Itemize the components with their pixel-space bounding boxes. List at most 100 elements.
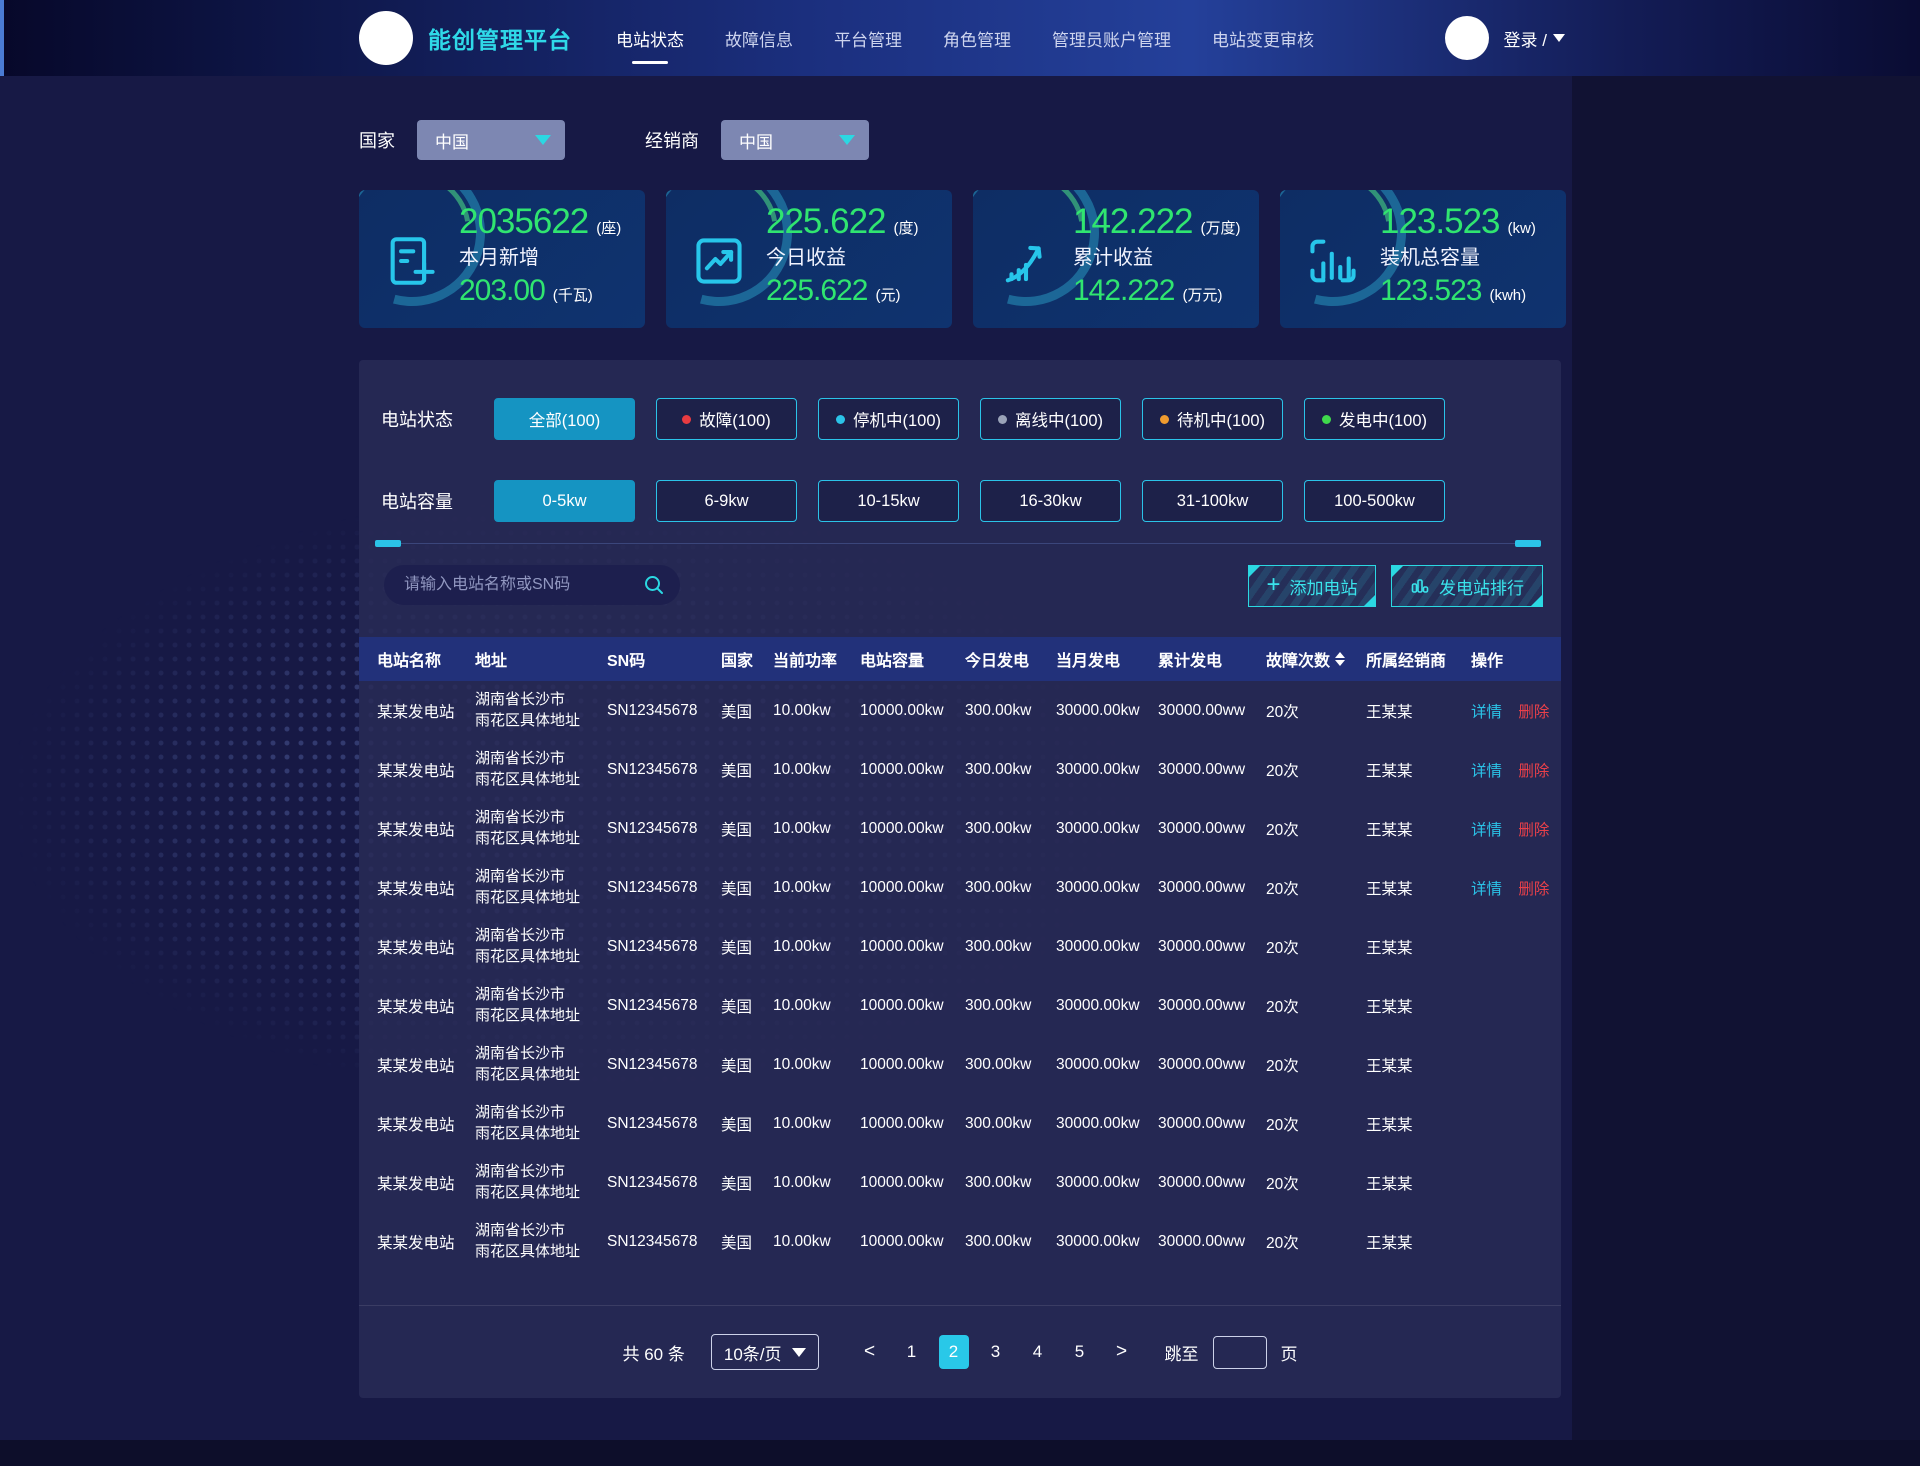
cell-total-generation: 30000.00ww [1158,819,1246,837]
navbar: 能创管理平台 电站状态 故障信息 平台管理 角色管理 管理员账户管理 电站变更审核 登录 … [0,0,1920,76]
capacity-filter-option[interactable]: 6-9kw [656,480,797,522]
detail-link[interactable]: 详情 [1471,762,1503,780]
cell-sn: SN12345678 [607,996,698,1014]
table-row: 某某发电站 湖南省长沙市 雨花区具体地址 SN12345678 美国 10.00… [359,917,1561,976]
status-filter-option[interactable]: 离线中(100) [980,398,1121,440]
status-filter-option[interactable]: 停机中(100) [818,398,959,440]
detail-link[interactable]: 详情 [1471,821,1503,839]
status-dot-icon [1159,414,1169,424]
page-number[interactable]: 4 [1032,1342,1043,1361]
cell-month-generation: 30000.00kw [1056,819,1140,837]
dealer-select[interactable]: 中国 [721,120,869,160]
search-input[interactable] [384,565,680,605]
cell-dealer: 王某某 [1366,1234,1413,1252]
cell-dealer: 王某某 [1366,821,1413,839]
country-select[interactable]: 中国 [417,120,565,160]
card-label: 今日收益 [766,247,846,269]
cell-capacity: 10000.00kw [860,1114,944,1132]
cell-dealer: 王某某 [1366,939,1413,957]
pagination-divider [359,1305,1561,1306]
table-header-cell[interactable]: 当月发电 [1056,653,1121,670]
cell-station-name: 某某发电站 [377,1175,455,1193]
jump-input[interactable] [1212,1335,1267,1369]
cell-month-generation: 30000.00kw [1056,878,1140,896]
cell-fault-count: 20次 [1266,1057,1299,1075]
status-filter-option[interactable]: 发电中(100) [1304,398,1445,440]
login-avatar[interactable] [1444,16,1489,60]
nav-item[interactable]: 角色管理 [943,30,1011,50]
capacity-filter-label: 电站容量 [381,492,453,512]
stat-card-today-income: 225.622 (度) 今日收益 225.622 (元) [666,190,952,328]
capacity-filter-option[interactable]: 10-15kw [818,480,959,522]
capacity-filter-option[interactable]: 31-100kw [1142,480,1283,522]
cell-month-generation: 30000.00kw [1056,1114,1140,1132]
nav-item[interactable]: 电站变更审核 [1212,30,1314,50]
table-header-cell[interactable]: 国家 [721,653,754,670]
status-filter-option[interactable]: 待机中(100) [1142,398,1283,440]
cell-today-generation: 300.00kw [965,760,1032,778]
cell-address: 湖南省长沙市 雨花区具体地址 [475,1045,581,1083]
cell-station-name: 某某发电站 [377,762,455,780]
nav-item[interactable]: 管理员账户管理 [1052,30,1171,50]
page-number[interactable]: 3 [990,1342,1001,1361]
status-dot-icon [1321,414,1331,424]
search-icon[interactable] [642,573,666,597]
table-row: 某某发电站 湖南省长沙市 雨花区具体地址 SN12345678 美国 10.00… [359,858,1561,917]
capacity-filter-option[interactable]: 16-30kw [980,480,1121,522]
cell-sn: SN12345678 [607,1173,698,1191]
cell-sn: SN12345678 [607,819,698,837]
capacity-filter-option[interactable]: 0-5kw [494,480,635,522]
table-header-cell[interactable]: 电站名称 [377,653,442,670]
table-row: 某某发电站 湖南省长沙市 雨花区具体地址 SN12345678 美国 10.00… [359,740,1561,799]
right-background-shade [1572,76,1920,1440]
page-number[interactable]: 1 [906,1342,917,1361]
login-button[interactable]: 登录 / [1504,26,1565,51]
table-row: 某某发电站 湖南省长沙市 雨花区具体地址 SN12345678 美国 10.00… [359,976,1561,1035]
cell-total-generation: 30000.00ww [1158,1173,1246,1191]
cell-sn: SN12345678 [607,878,698,896]
sort-icon[interactable] [1335,652,1346,666]
cell-sn: SN12345678 [607,937,698,955]
page-size-select[interactable]: 10条/页 [710,1334,819,1370]
nav-item[interactable]: 故障信息 [725,30,793,50]
ranking-button[interactable]: 发电站排行 [1391,565,1543,607]
detail-link[interactable]: 详情 [1471,703,1503,721]
next-page-button[interactable]: > [1115,1341,1128,1362]
delete-link[interactable]: 删除 [1518,762,1550,780]
country-label: 国家 [359,131,395,151]
top-filters: 国家 中国 经销商 中国 [359,119,949,161]
capacity-filter-option[interactable]: 100-500kw [1304,480,1445,522]
cell-sn: SN12345678 [607,701,698,719]
table-header-cell[interactable]: SN码 [607,653,646,670]
add-station-button[interactable]: + 添加电站 [1248,565,1376,607]
status-filter-option[interactable]: 故障(100) [656,398,797,440]
cell-country: 美国 [721,880,753,898]
delete-link[interactable]: 删除 [1518,821,1550,839]
delete-link[interactable]: 删除 [1518,703,1550,721]
cell-fault-count: 20次 [1266,762,1299,780]
delete-link[interactable]: 删除 [1518,880,1550,898]
table-header-cell[interactable]: 当前功率 [773,653,838,670]
cell-dealer: 王某某 [1366,880,1413,898]
table-header-cell[interactable]: 电站容量 [860,653,925,670]
table-header-cell[interactable]: 累计发电 [1158,653,1223,670]
stat-cards: 2035622 (座) 本月新增 203.00 (千瓦) 225.622 (度) 今日… [359,190,1566,328]
cell-today-generation: 300.00kw [965,878,1032,896]
nav-item[interactable]: 电站状态 [616,26,684,51]
nav-item[interactable]: 平台管理 [834,30,902,50]
page-number[interactable]: 5 [1074,1342,1085,1361]
cell-dealer: 王某某 [1366,703,1413,721]
page-number[interactable]: 2 [938,1335,969,1369]
prev-page-button[interactable]: < [863,1341,876,1362]
table-header-cell[interactable]: 操作 [1471,653,1504,670]
cell-address: 湖南省长沙市 雨花区具体地址 [475,986,581,1024]
table-header-cell[interactable]: 今日发电 [965,653,1030,670]
table-header-cell[interactable]: 所属经销商 [1366,653,1447,670]
table-header-cell[interactable]: 地址 [475,653,508,670]
detail-link[interactable]: 详情 [1471,880,1503,898]
cell-fault-count: 20次 [1266,703,1299,721]
cell-sn: SN12345678 [607,1114,698,1132]
status-filter-option[interactable]: 全部(100) [494,398,635,440]
cell-actions: 详情 删除 [1471,877,1561,899]
table-header-cell[interactable]: 故障次数 [1266,647,1366,671]
